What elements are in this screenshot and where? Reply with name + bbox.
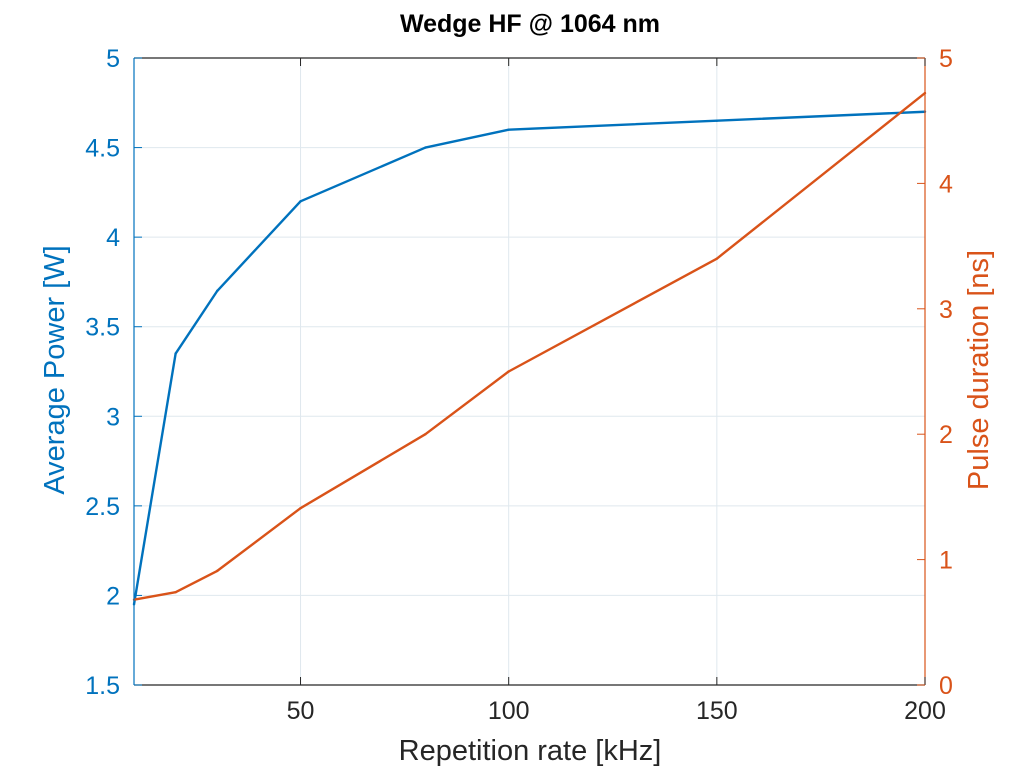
y-right-tick-label: 5 — [939, 45, 953, 73]
average-power-point — [507, 128, 510, 131]
y-left-tick-label: 2.5 — [85, 493, 120, 521]
average-power-point — [174, 352, 177, 355]
x-tick-label: 200 — [904, 697, 946, 725]
pulse-duration-point — [507, 370, 510, 373]
y-right-tick-label: 2 — [939, 421, 953, 449]
y-left-tick-label: 3 — [106, 403, 120, 431]
pulse-duration-point — [299, 506, 302, 510]
y-right-tick-label: 3 — [939, 296, 953, 324]
y-left-axis-title: Average Power [W] — [39, 245, 71, 494]
y-left-tick-label: 4 — [106, 224, 120, 252]
x-axis-title: Repetition rate [kHz] — [399, 735, 662, 767]
chart-title: Wedge HF @ 1064 nm — [400, 10, 660, 38]
x-tick-label: 100 — [488, 697, 530, 725]
y-left-tick-label: 3.5 — [85, 314, 120, 342]
x-tick-label: 150 — [696, 697, 738, 725]
average-power-point — [715, 119, 719, 122]
average-power-point — [216, 289, 219, 293]
pulse-duration-point — [216, 569, 219, 573]
pulse-duration-series-line — [133, 92, 926, 601]
average-power-point — [299, 200, 302, 203]
average-power-series-line — [132, 110, 926, 605]
y-right-tick-label: 4 — [939, 170, 953, 198]
y-right-tick-label: 1 — [939, 547, 953, 575]
y-right-tick-label: 0 — [939, 672, 953, 700]
y-right-axis-title: Pulse duration [ns] — [963, 250, 995, 490]
y-left-tick-label: 2 — [106, 582, 120, 610]
series-layer — [132, 91, 927, 606]
pulse-duration-point — [424, 433, 427, 436]
y-left-tick-label: 1.5 — [85, 672, 120, 700]
y-left-tick-label: 4.5 — [85, 135, 120, 163]
average-power-point — [424, 146, 427, 149]
labels-layer: Wedge HF @ 1064 nm Repetition rate [kHz]… — [39, 10, 995, 767]
pulse-duration-point — [174, 591, 177, 594]
pulse-duration-point — [715, 257, 719, 260]
grid-layer — [134, 58, 925, 685]
y-left-tick-label: 5 — [106, 45, 120, 73]
x-tick-label: 50 — [287, 697, 315, 725]
